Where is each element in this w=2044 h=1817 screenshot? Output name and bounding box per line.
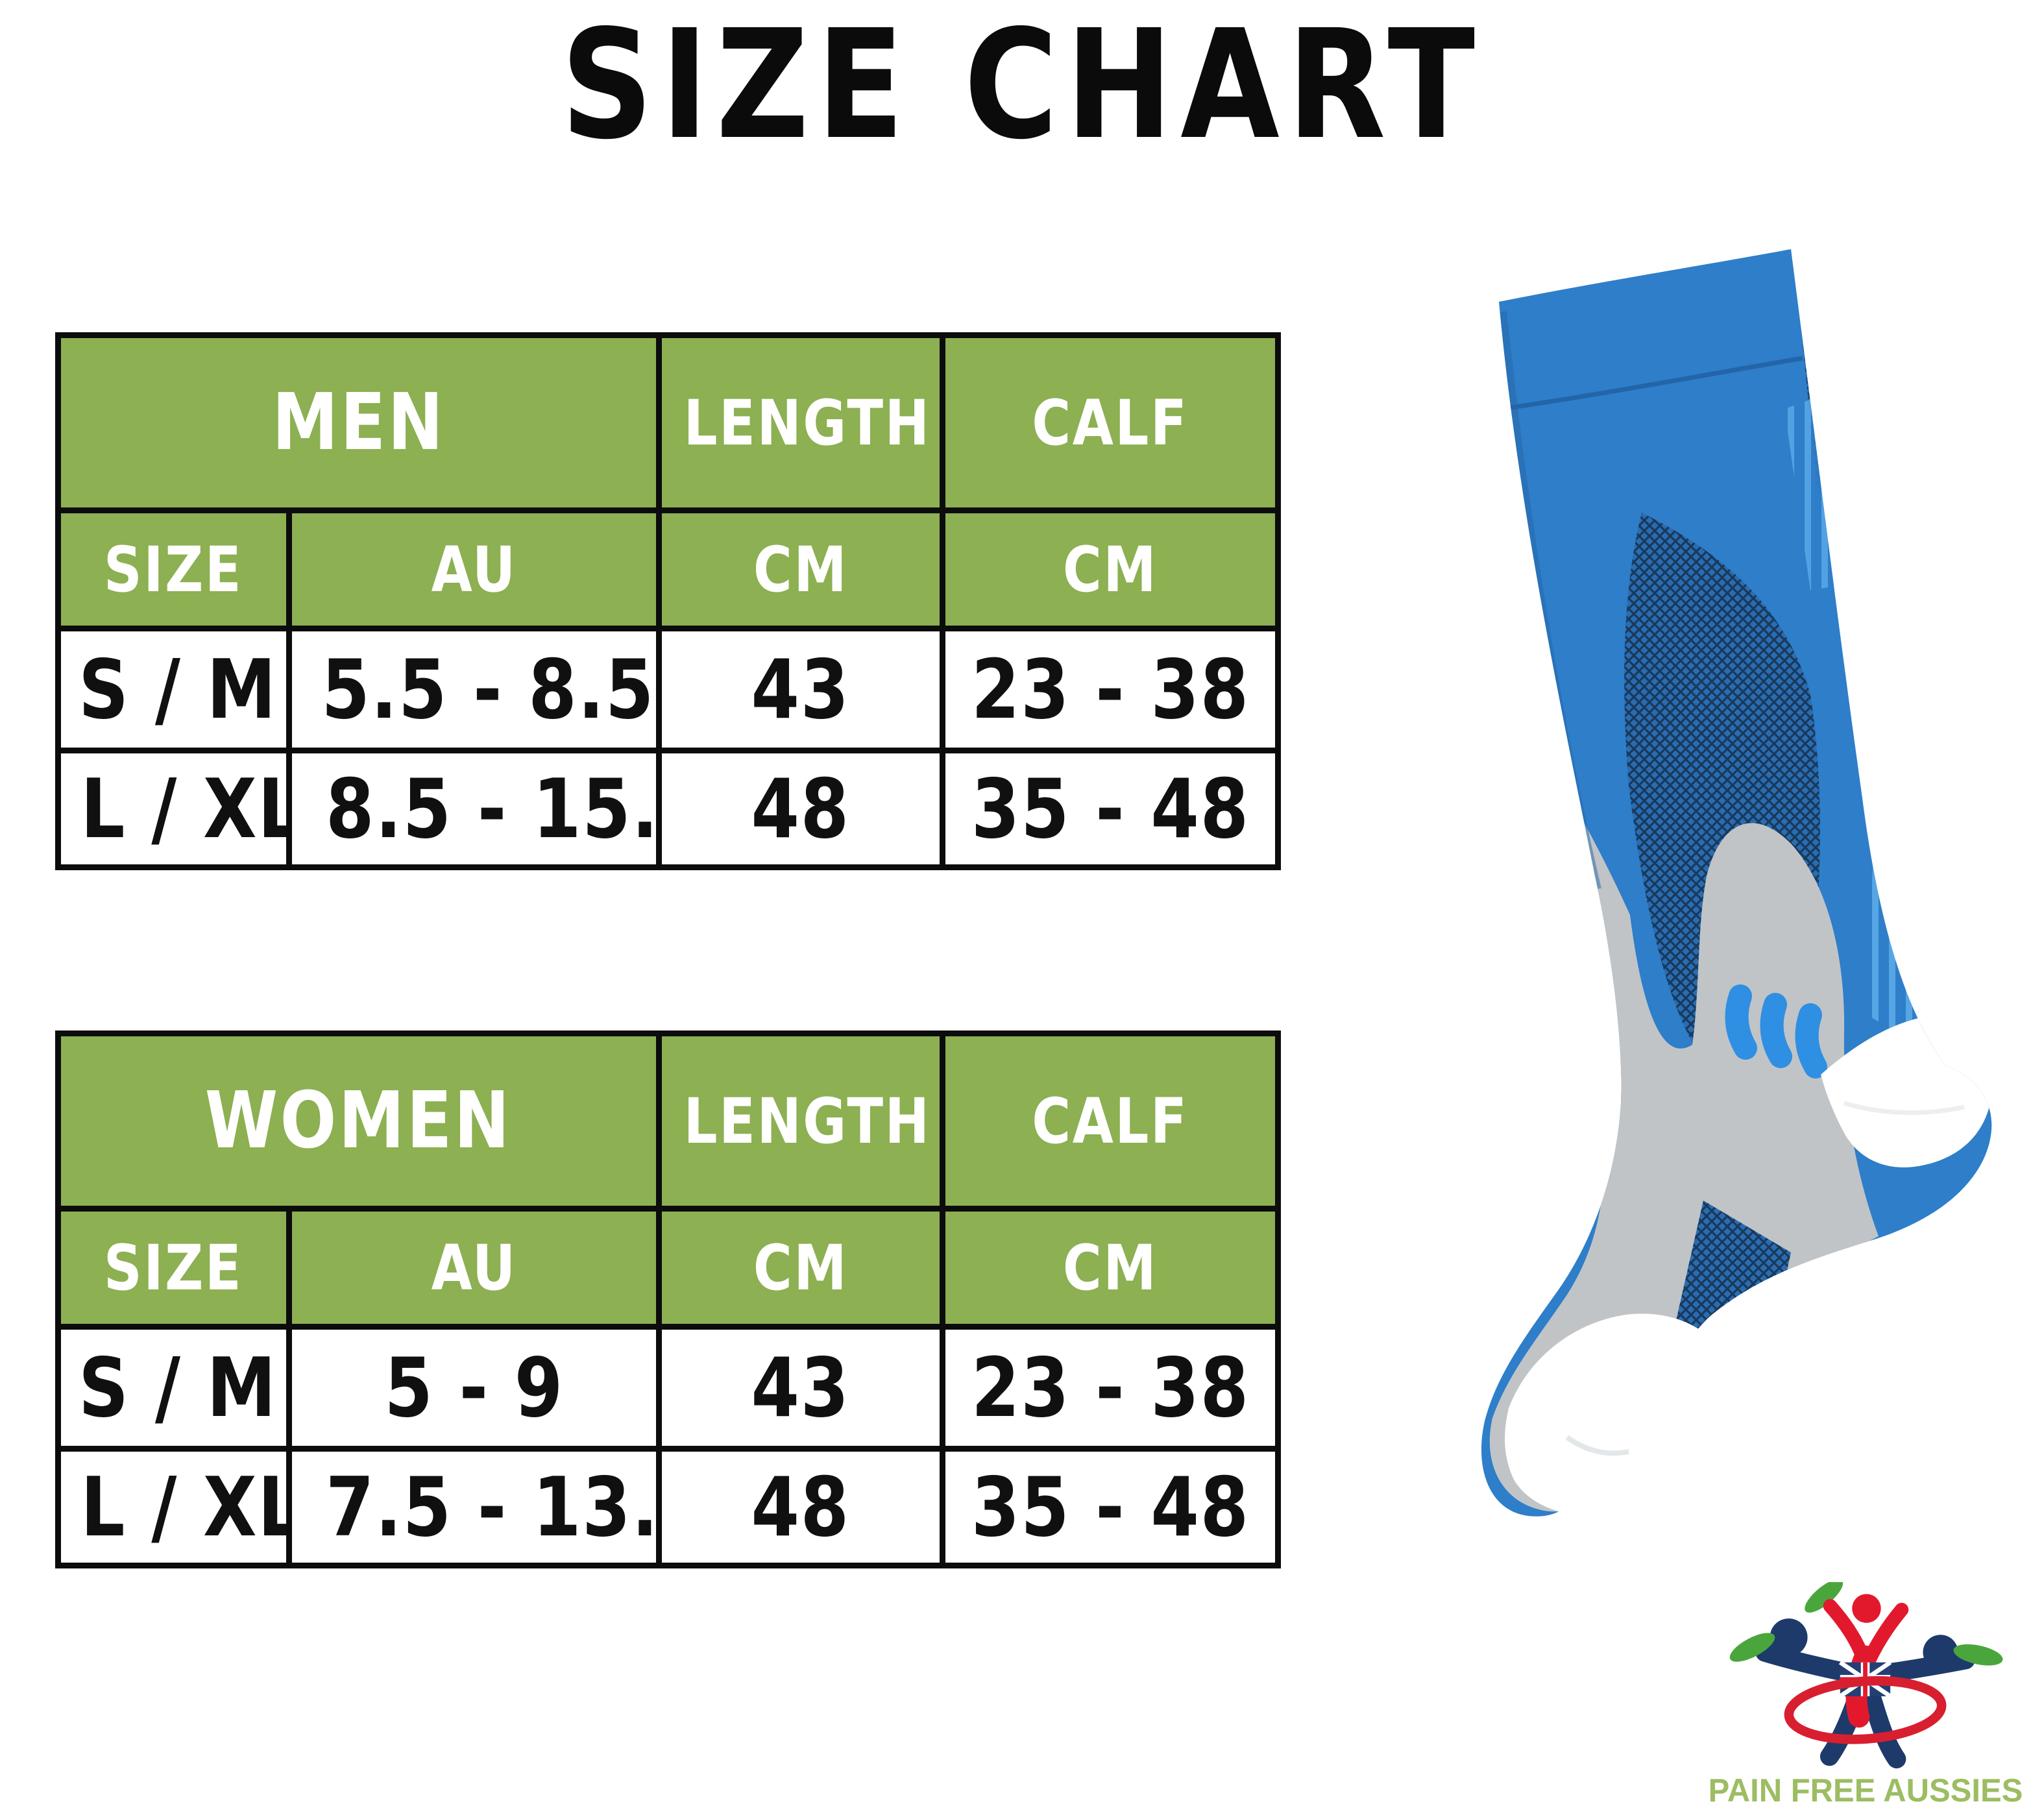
men-sm-calf-cell: 23 - 38 — [940, 626, 1282, 753]
cell-text: L / XL — [80, 1459, 289, 1555]
au-label: AU — [431, 533, 517, 606]
men-length-header: LENGTH — [656, 332, 946, 513]
women-lxl-length-cell: 48 — [656, 1446, 946, 1568]
men-label: MEN — [272, 378, 445, 468]
women-calf-header: CALF — [940, 1030, 1282, 1212]
table-row: L / XL 8.5 - 15.5 48 35 - 48 — [55, 748, 1282, 870]
table-row: SIZE AU CM CM — [55, 1206, 1282, 1330]
brand-logo: PAIN FREE AUSSIES — [1690, 1582, 2041, 1809]
sock-comma-marks — [1725, 984, 1827, 1079]
women-calf-cm-subheader: CM — [940, 1206, 1282, 1330]
cell-text: 48 — [751, 761, 851, 857]
table-row: S / M 5.5 - 8.5 43 23 - 38 — [55, 626, 1282, 753]
men-au-subheader: AU — [286, 507, 663, 631]
page-title: SIZE CHART — [0, 0, 2044, 173]
men-sm-au-cell: 5.5 - 8.5 — [286, 626, 663, 753]
women-sm-au-cell: 5 - 9 — [286, 1324, 663, 1452]
table-row: MEN LENGTH CALF — [55, 332, 1282, 513]
cell-text: 7.5 - 13.5 — [326, 1459, 659, 1555]
emblem-red-head — [1852, 1594, 1881, 1623]
cell-text: 23 - 38 — [971, 642, 1250, 737]
women-size-table: WOMEN LENGTH CALF SIZE AU CM CM S / M 5 … — [55, 1030, 1282, 1568]
sock-toe-crease — [1565, 1435, 1629, 1456]
women-lxl-au-cell: 7.5 - 13.5 — [286, 1446, 663, 1568]
cell-text: 43 — [751, 642, 851, 737]
calf-label: CALF — [1032, 1084, 1189, 1158]
men-lxl-au-cell: 8.5 - 15.5 — [286, 748, 663, 870]
cell-text: 23 - 38 — [971, 1340, 1250, 1435]
size-label: SIZE — [104, 1231, 243, 1304]
sock-cuff-seam — [1493, 356, 1803, 413]
women-label: WOMEN — [205, 1076, 512, 1166]
emblem-leaves — [1729, 1582, 2003, 1666]
men-lxl-length-cell: 48 — [656, 748, 946, 870]
emblem-red-ring — [1784, 1676, 1947, 1744]
cell-text: 35 - 48 — [971, 761, 1250, 857]
women-size-subheader: SIZE — [55, 1206, 292, 1330]
women-sm-size-cell: S / M — [55, 1324, 292, 1452]
men-table-group-header: MEN — [55, 332, 663, 513]
cell-text: S / M — [78, 642, 277, 737]
brand-name: PAIN FREE AUSSIES — [1708, 1772, 2023, 1809]
table-row: L / XL 7.5 - 13.5 48 35 - 48 — [55, 1446, 1282, 1568]
cell-text: 43 — [751, 1340, 851, 1435]
cell-text: 48 — [751, 1459, 851, 1555]
men-size-subheader: SIZE — [55, 507, 292, 631]
women-sm-calf-cell: 23 - 38 — [940, 1324, 1282, 1452]
table-row: WOMEN LENGTH CALF — [55, 1030, 1282, 1212]
emblem-left-head — [1770, 1618, 1808, 1657]
women-lxl-calf-cell: 35 - 48 — [940, 1446, 1282, 1568]
length-label: LENGTH — [683, 1084, 931, 1158]
women-length-header: LENGTH — [656, 1030, 946, 1212]
men-calf-cm-subheader: CM — [940, 507, 1282, 631]
cell-text: S / M — [78, 1340, 277, 1435]
cm-label: CM — [1062, 533, 1158, 606]
calf-label: CALF — [1032, 386, 1189, 459]
table-row: SIZE AU CM CM — [55, 507, 1282, 631]
cm-label: CM — [753, 533, 849, 606]
women-table-group-header: WOMEN — [55, 1030, 663, 1212]
men-lxl-calf-cell: 35 - 48 — [940, 748, 1282, 870]
women-length-cm-subheader: CM — [656, 1206, 946, 1330]
cell-text: L / XL — [80, 761, 289, 857]
emblem-right-head — [1923, 1635, 1958, 1670]
women-lxl-size-cell: L / XL — [55, 1446, 292, 1568]
men-size-table: MEN LENGTH CALF SIZE AU CM CM S / M 5.5 … — [55, 332, 1282, 870]
cell-text: 5.5 - 8.5 — [321, 642, 655, 737]
cm-label: CM — [1062, 1231, 1158, 1304]
men-sm-size-cell: S / M — [55, 626, 292, 753]
men-lxl-size-cell: L / XL — [55, 748, 292, 870]
au-label: AU — [431, 1231, 517, 1304]
cell-text: 35 - 48 — [971, 1459, 1250, 1555]
sock-heel-crease — [1843, 1101, 1965, 1116]
women-sm-length-cell: 43 — [656, 1324, 946, 1452]
page-title-text: SIZE CHART — [561, 0, 1483, 173]
men-length-cm-subheader: CM — [656, 507, 946, 631]
men-calf-header: CALF — [940, 332, 1282, 513]
men-sm-length-cell: 43 — [656, 626, 946, 753]
cell-text: 8.5 - 15.5 — [326, 761, 659, 857]
table-row: S / M 5 - 9 43 23 - 38 — [55, 1324, 1282, 1452]
size-label: SIZE — [104, 533, 243, 606]
sock-stripe-band-right — [1862, 578, 1987, 1084]
brand-emblem-icon — [1729, 1582, 2003, 1769]
women-au-subheader: AU — [286, 1206, 663, 1330]
sock-toe — [1505, 1313, 1736, 1517]
cm-label: CM — [753, 1231, 849, 1304]
compression-sock-image — [1481, 249, 1992, 1517]
length-label: LENGTH — [683, 386, 931, 459]
cell-text: 5 - 9 — [384, 1340, 564, 1435]
